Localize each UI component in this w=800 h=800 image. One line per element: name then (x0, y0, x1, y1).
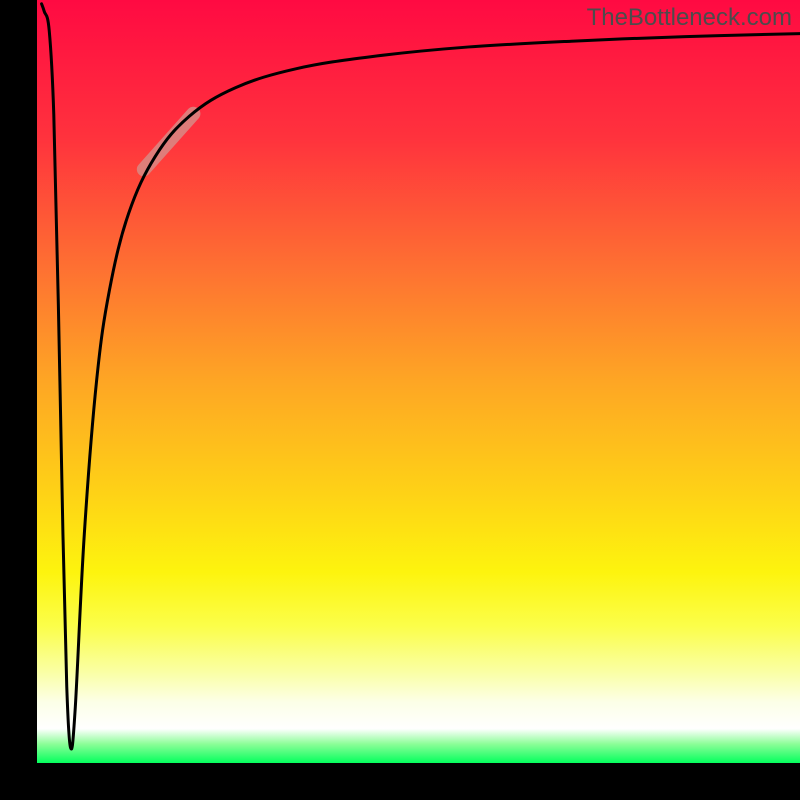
attribution-text: TheBottleneck.com (587, 4, 792, 31)
chart-svg: TheBottleneck.com (0, 0, 800, 800)
gradient-plot-area (37, 0, 800, 763)
bottleneck-chart: TheBottleneck.com (0, 0, 800, 800)
